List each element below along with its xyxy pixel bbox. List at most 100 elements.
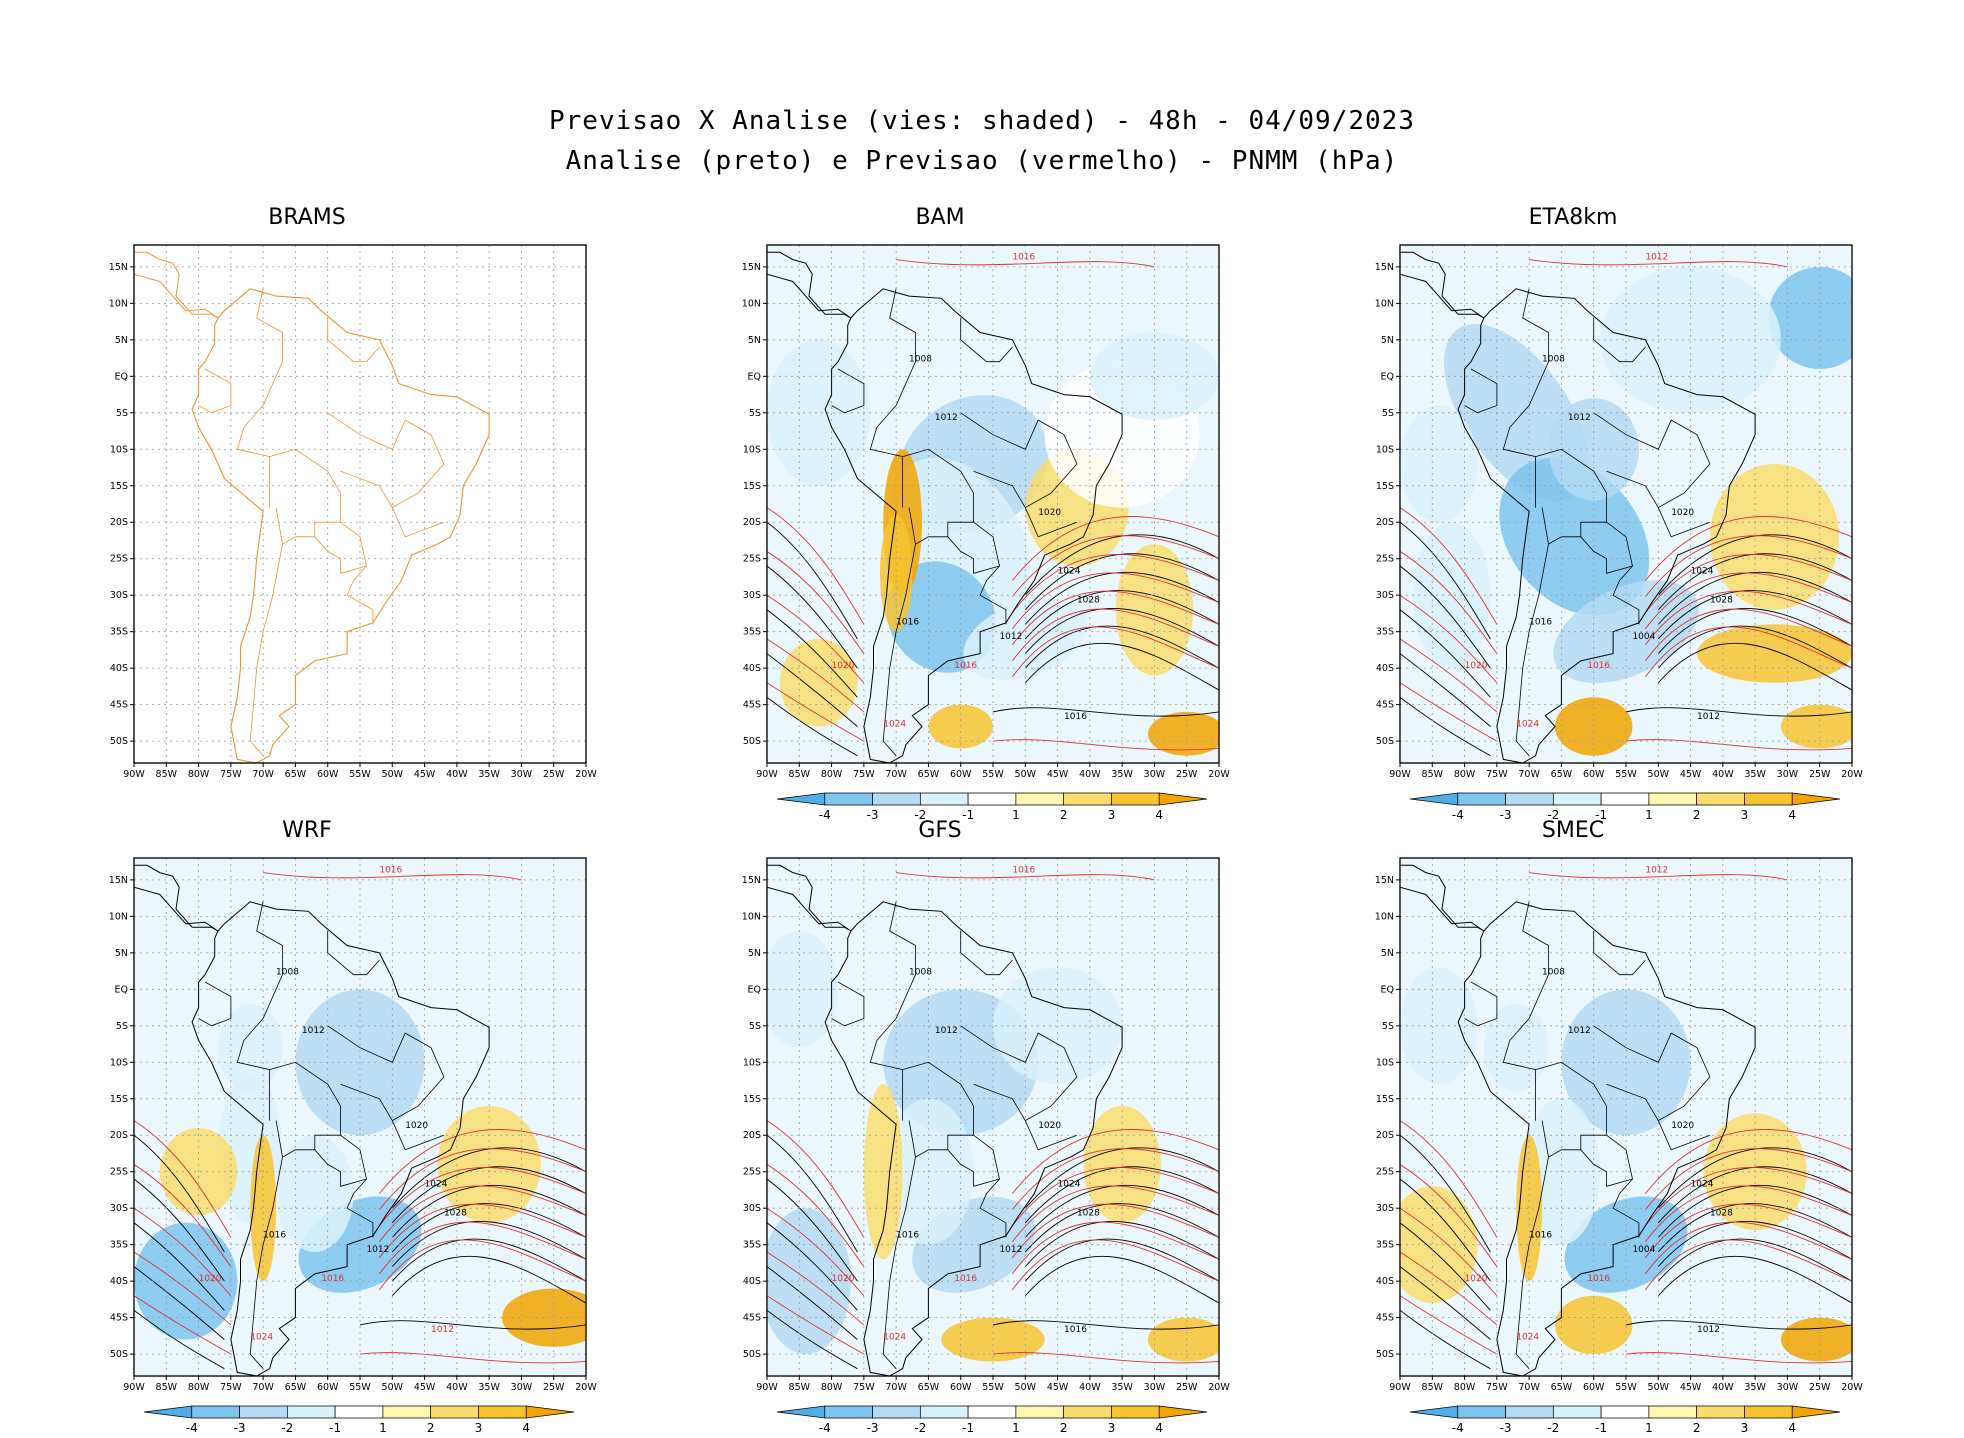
lon-tick-label: 40W	[446, 1382, 468, 1393]
lon-tick-label: 55W	[1615, 1382, 1637, 1393]
country-border	[249, 544, 283, 756]
isobar-label: 1020	[1038, 1121, 1061, 1131]
isobar-label: 1012	[1568, 413, 1591, 423]
isobar-label: 1012	[1697, 1325, 1720, 1335]
country-border	[314, 521, 367, 574]
coastline-central-america	[767, 251, 852, 319]
isobar-label: 1016	[1529, 1230, 1552, 1240]
isobar-label: 1020	[1671, 508, 1694, 518]
lat-tick-label: 5N	[1381, 948, 1394, 959]
lon-tick-label: 25W	[1809, 1382, 1831, 1393]
isobar-label: 1012	[1697, 712, 1720, 722]
country-border	[198, 368, 232, 414]
colorbar-label: 4	[1155, 1421, 1163, 1435]
lat-tick-label: 40S	[743, 1276, 761, 1287]
lat-tick-label: 20S	[110, 1130, 128, 1141]
lon-tick-label: 80W	[1454, 1382, 1476, 1393]
isobar-label: 1028	[1077, 1208, 1100, 1218]
lat-tick-label: 35S	[1376, 1240, 1394, 1251]
colorbar-swatch	[1063, 1405, 1112, 1419]
bias-shading	[1115, 544, 1194, 676]
lat-tick-label: 5S	[1382, 408, 1394, 419]
isobar-label: 1028	[444, 1208, 467, 1218]
isobar-label: 1004	[1632, 1245, 1655, 1255]
colorbar-swatch	[286, 1405, 336, 1419]
isobar-label: 1020	[1038, 508, 1061, 518]
lon-tick-label: 65W	[918, 1382, 940, 1393]
lon-tick-label: 40W	[1079, 1382, 1101, 1393]
country-border	[831, 981, 865, 1027]
lon-tick-label: 60W	[1583, 769, 1605, 780]
country-border	[249, 1157, 283, 1369]
lat-tick-label: 50S	[743, 1349, 761, 1360]
colorbar-swatch	[1696, 792, 1745, 806]
lon-tick-label: 65W	[1551, 769, 1573, 780]
colorbar-swatch	[1505, 1405, 1554, 1419]
colorbar-label: 3	[1108, 1421, 1116, 1435]
panel-title: ETA8km	[1528, 205, 1618, 230]
lon-tick-label: 65W	[1551, 1382, 1573, 1393]
isobar-label: 1016	[896, 1230, 919, 1240]
isobar-label: 1012	[431, 1325, 454, 1335]
lat-tick-label: 10S	[743, 1057, 761, 1068]
panel-title: BRAMS	[268, 205, 346, 230]
isobar-label: 1020	[1465, 1274, 1488, 1284]
lat-tick-label: 45S	[110, 1313, 128, 1324]
isobar-label: 1020	[1465, 661, 1488, 671]
bias-shading	[1147, 1317, 1219, 1362]
coastline	[824, 901, 1123, 1376]
colorbar-label: -4	[1452, 1421, 1464, 1435]
bias-shading	[134, 1222, 238, 1340]
colorbar-swatch	[967, 1405, 1017, 1419]
lat-tick-label: 45S	[743, 1313, 761, 1324]
coastline-central-america	[134, 251, 219, 319]
isobar-label: 1024	[425, 1179, 448, 1189]
country-border	[960, 1025, 1078, 1122]
lon-tick-label: 90W	[756, 769, 778, 780]
country-border	[979, 1178, 1007, 1238]
colorbar-swatch	[1457, 1405, 1506, 1419]
colorbar-label: -1	[1595, 1421, 1607, 1435]
country-border	[269, 448, 341, 545]
lon-tick-label: 25W	[1176, 1382, 1198, 1393]
colorbar: -4 -3 -2 -1 1 2 3 4	[776, 1405, 1208, 1435]
country-border	[1024, 507, 1078, 538]
country-border	[1657, 507, 1711, 538]
colorbar-swatch	[1696, 1405, 1745, 1419]
colorbar-swatch	[382, 1405, 432, 1419]
lon-tick-label: 75W	[853, 1382, 875, 1393]
isobar-label: 1012	[302, 1026, 325, 1036]
isobar-label: 1012	[935, 1026, 958, 1036]
lat-tick-label: 10N	[742, 911, 761, 922]
isobar-label: 1016	[1064, 1325, 1087, 1335]
lat-tick-label: 15N	[742, 875, 761, 886]
lon-tick-label: 55W	[349, 1382, 371, 1393]
bias-shading	[963, 598, 1088, 680]
colorbar-swatch	[430, 1405, 479, 1419]
lon-tick-label: 30W	[511, 1382, 533, 1393]
lon-tick-label: 30W	[1144, 1382, 1166, 1393]
isobar-label: 1012	[935, 413, 958, 423]
isobar-label: 1012	[999, 1245, 1022, 1255]
bias-shading	[767, 339, 871, 486]
colorbar-swatch	[776, 792, 826, 806]
lat-tick-label: 15S	[110, 1094, 128, 1105]
country-border	[1464, 368, 1498, 414]
isobar-label: 1020	[405, 1121, 428, 1131]
panel-title: GFS	[918, 818, 962, 843]
isobar-label: 1024	[1058, 1179, 1081, 1189]
lat-tick-label: 30S	[1376, 1203, 1394, 1214]
lat-tick-label: 25S	[743, 554, 761, 565]
colorbar-label: -1	[329, 1421, 341, 1435]
colorbar-swatch	[1111, 1405, 1160, 1419]
colorbar-label: 4	[522, 1421, 530, 1435]
bias-shading	[863, 1084, 903, 1260]
lon-tick-label: 55W	[982, 1382, 1004, 1393]
lat-tick-label: 35S	[110, 1240, 128, 1251]
country-border	[1464, 981, 1498, 1027]
isobar-label: 1012	[1645, 253, 1668, 263]
lat-tick-label: EQ	[1381, 984, 1394, 995]
lat-tick-label: 40S	[743, 663, 761, 674]
lat-tick-label: 15S	[110, 481, 128, 492]
lat-tick-label: 5N	[115, 948, 128, 959]
